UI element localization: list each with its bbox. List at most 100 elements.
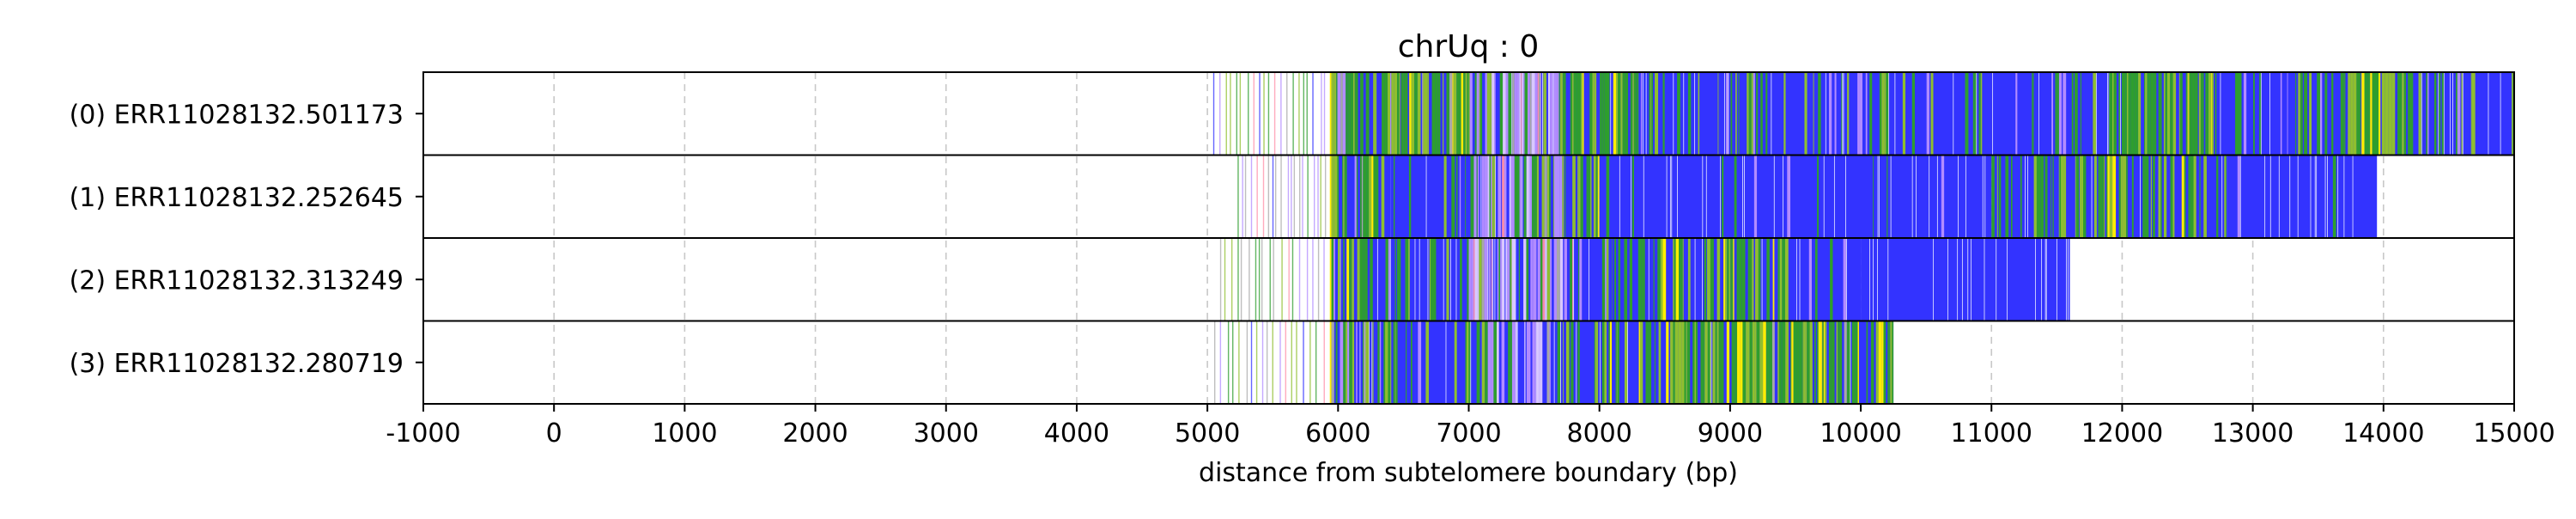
region-mark xyxy=(2118,72,2120,156)
region-mark xyxy=(1746,321,1747,405)
sparse-mark xyxy=(1275,156,1276,239)
region-mark xyxy=(1360,321,1361,405)
region-mark xyxy=(1343,238,1345,321)
region-mark xyxy=(1834,156,1835,239)
region-mark xyxy=(1880,72,1881,156)
region-mark xyxy=(2289,156,2290,239)
region-mark xyxy=(1890,321,1892,405)
region-mark xyxy=(1562,72,1563,156)
region-mark xyxy=(1857,321,1858,405)
region-mark xyxy=(2066,238,2067,321)
region-mark xyxy=(2389,72,2391,156)
region-mark xyxy=(2434,72,2436,156)
region-mark xyxy=(1542,156,1545,239)
region-mark xyxy=(1534,156,1537,239)
region-mark xyxy=(1881,72,1884,156)
region-mark xyxy=(2356,72,2359,156)
sparse-mark xyxy=(1307,72,1308,156)
region-mark xyxy=(1370,238,1373,321)
region-mark xyxy=(1579,238,1582,321)
region-mark xyxy=(1967,238,1968,321)
region-mark xyxy=(1674,238,1676,321)
region-mark xyxy=(2059,72,2062,156)
region-mark xyxy=(1461,72,1464,156)
region-mark xyxy=(1884,72,1886,156)
region-mark xyxy=(1983,156,1984,239)
region-mark xyxy=(1382,156,1385,239)
region-mark xyxy=(2119,156,2121,239)
region-mark xyxy=(1517,321,1518,405)
region-mark xyxy=(2205,72,2208,156)
region-mark xyxy=(1984,238,1985,321)
region-mark xyxy=(1787,156,1790,239)
region-mark xyxy=(2007,238,2008,321)
region-mark xyxy=(1738,72,1739,156)
region-mark xyxy=(2092,156,2093,239)
region-mark xyxy=(1661,238,1663,321)
region-mark xyxy=(1505,72,1508,156)
region-mark xyxy=(2300,72,2301,156)
region-mark xyxy=(2167,72,2170,156)
region-mark xyxy=(1380,321,1381,405)
region-mark xyxy=(1597,321,1599,405)
sparse-mark xyxy=(1274,72,1275,156)
region-mark xyxy=(1735,321,1736,405)
region-mark xyxy=(1822,321,1824,405)
x-tick-label-14: 13000 xyxy=(2212,418,2293,449)
sparse-mark xyxy=(1259,72,1260,156)
region-mark xyxy=(1468,321,1470,405)
region-mark xyxy=(1649,321,1651,405)
region-mark xyxy=(1639,321,1640,405)
region-mark xyxy=(2458,72,2461,156)
region-mark xyxy=(2064,156,2066,239)
region-mark xyxy=(1334,156,1338,239)
region-mark xyxy=(1369,156,1371,239)
region-mark xyxy=(1503,72,1505,156)
region-mark xyxy=(1479,72,1480,156)
region-mark xyxy=(1724,72,1725,156)
region-mark xyxy=(2500,72,2501,156)
region-mark xyxy=(1777,238,1779,321)
region-mark xyxy=(1497,321,1499,405)
region-mark xyxy=(2080,156,2081,239)
region-mark xyxy=(1377,238,1378,321)
region-mark xyxy=(2182,156,2184,239)
region-mark xyxy=(1403,72,1405,156)
region-mark xyxy=(1405,238,1408,321)
region-mark xyxy=(1480,156,1481,239)
region-mark xyxy=(1783,321,1785,405)
region-mark xyxy=(1710,321,1711,405)
region-mark xyxy=(1695,321,1696,405)
region-mark xyxy=(1719,321,1721,405)
x-tick-label-11: 10000 xyxy=(1820,418,1901,449)
region-mark xyxy=(1733,238,1734,321)
region-mark xyxy=(1634,72,1636,156)
region-mark xyxy=(1540,72,1541,156)
region-mark xyxy=(2140,156,2141,239)
region-mark xyxy=(1871,321,1874,405)
sparse-mark xyxy=(1231,238,1232,321)
region-mark xyxy=(2034,156,2037,239)
region-mark xyxy=(2151,156,2152,239)
sparse-mark xyxy=(1214,321,1215,405)
region-mark xyxy=(1394,72,1397,156)
region-mark xyxy=(2195,72,2197,156)
region-mark xyxy=(1356,72,1358,156)
region-mark xyxy=(1818,72,1820,156)
region-mark xyxy=(1997,156,1998,239)
region-mark xyxy=(1558,156,1559,239)
region-mark xyxy=(1469,238,1472,321)
region-mark xyxy=(1887,321,1888,405)
region-mark xyxy=(2208,72,2211,156)
region-mark xyxy=(1505,238,1507,321)
region-mark xyxy=(2450,72,2451,156)
region-mark xyxy=(2438,72,2439,156)
region-mark xyxy=(1487,238,1488,321)
region-mark xyxy=(2132,156,2134,239)
region-mark xyxy=(1770,321,1772,405)
region-mark xyxy=(1576,321,1577,405)
region-mark xyxy=(1772,321,1775,405)
region-mark xyxy=(2144,72,2145,156)
region-mark xyxy=(1821,321,1822,405)
